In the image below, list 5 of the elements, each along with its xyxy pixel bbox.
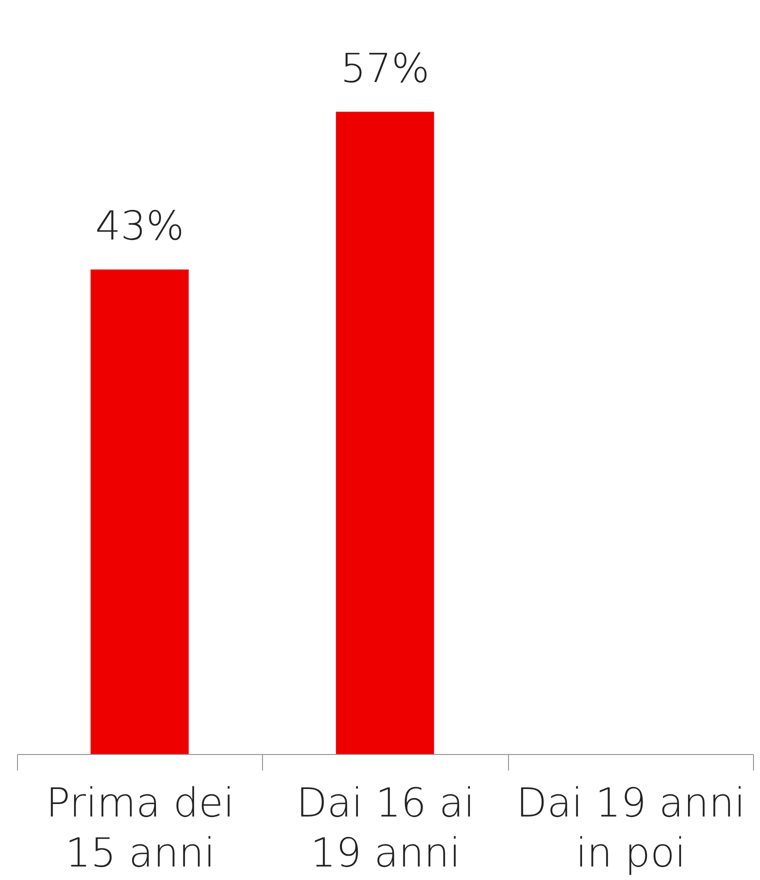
data-label: 57% (340, 46, 430, 92)
x-tick-label: Prima dei 15 anni (46, 780, 234, 876)
x-tick-label: Dai 19 anni in poi (516, 780, 746, 876)
data-label: 43% (95, 204, 184, 250)
x-tick-label: Dai 16 ai 19 anni (296, 780, 475, 876)
